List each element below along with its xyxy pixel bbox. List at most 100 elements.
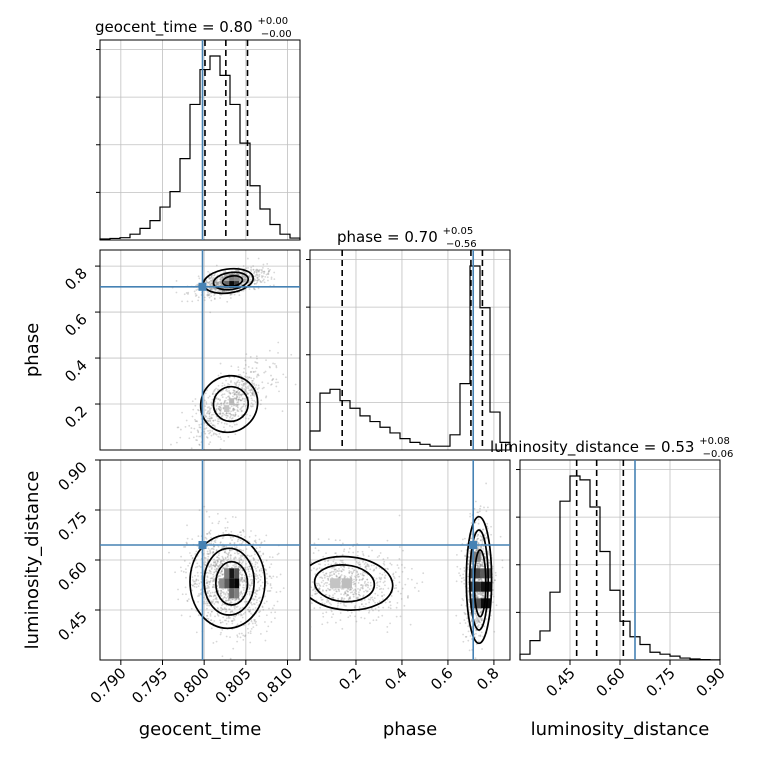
- scatter-point: [192, 579, 194, 581]
- scatter-point: [177, 598, 180, 601]
- scatter-point: [189, 552, 191, 554]
- scatter-point: [357, 576, 360, 578]
- scatter-point: [227, 589, 230, 592]
- scatter-point: [198, 435, 201, 438]
- scatter-point: [207, 553, 210, 555]
- scatter-point: [221, 629, 224, 631]
- scatter-point: [215, 563, 218, 566]
- scatter-point: [322, 612, 324, 615]
- scatter-point: [231, 598, 234, 601]
- histogram-luminosity_distance: [519, 475, 721, 661]
- scatter-point: [219, 412, 222, 415]
- scatter-point: [367, 586, 369, 589]
- scatter-point: [352, 593, 355, 596]
- scatter-point: [479, 505, 482, 508]
- scatter-point: [460, 604, 463, 607]
- scatter-point: [480, 591, 482, 594]
- scatter-point: [467, 575, 470, 578]
- scatter-point: [222, 406, 225, 409]
- scatter-point: [208, 590, 211, 592]
- scatter-point: [239, 278, 241, 281]
- scatter-point: [476, 596, 478, 599]
- scatter-point: [213, 578, 216, 580]
- scatter-point: [262, 608, 265, 611]
- scatter-point: [236, 391, 238, 393]
- scatter-point: [212, 585, 215, 588]
- scatter-point: [212, 424, 215, 427]
- scatter-point: [212, 598, 215, 601]
- scatter-point: [259, 610, 262, 613]
- scatter-point: [296, 578, 298, 580]
- scatter-point: [234, 557, 237, 559]
- x-tick-label-luminosity_distance: 0.90: [692, 664, 728, 700]
- scatter-point: [243, 278, 246, 280]
- scatter-point: [376, 601, 379, 604]
- density-pixel: [229, 398, 235, 406]
- scatter-point: [477, 562, 480, 565]
- scatter-point: [327, 563, 330, 566]
- scatter-point: [340, 565, 343, 568]
- scatter-point: [208, 287, 211, 290]
- scatter-point: [213, 287, 216, 290]
- scatter-point: [263, 540, 266, 542]
- scatter-point: [199, 566, 202, 568]
- scatter-point: [222, 557, 224, 559]
- scatter-point: [239, 584, 241, 587]
- density-pixel: [480, 598, 492, 609]
- scatter-point: [233, 408, 236, 411]
- scatter-point: [230, 380, 232, 382]
- scatter-point: [248, 555, 251, 558]
- scatter-point: [235, 399, 238, 401]
- scatter-point: [241, 397, 244, 400]
- scatter-point: [332, 594, 334, 597]
- scatter-point: [222, 616, 225, 619]
- scatter-point: [332, 613, 335, 616]
- scatter-point: [256, 274, 259, 277]
- scatter-point: [386, 557, 389, 559]
- scatter-point: [248, 573, 251, 576]
- scatter-point: [323, 576, 326, 579]
- scatter-point: [327, 579, 330, 582]
- scatter-point: [277, 351, 279, 354]
- scatter-point: [463, 537, 466, 540]
- scatter-point: [261, 571, 264, 574]
- scatter-point: [477, 566, 480, 569]
- scatter-point: [244, 278, 247, 281]
- scatter-point: [233, 564, 236, 566]
- scatter-point: [334, 568, 336, 571]
- scatter-point: [307, 567, 309, 569]
- scatter-point: [332, 596, 334, 599]
- scatter-point: [219, 595, 222, 597]
- scatter-point: [347, 567, 350, 570]
- scatter-point: [224, 600, 227, 603]
- scatter-point: [488, 561, 490, 564]
- scatter-point: [407, 578, 409, 580]
- scatter-point: [459, 574, 462, 577]
- scatter-point: [240, 578, 243, 581]
- scatter-point: [253, 558, 256, 561]
- scatter-point: [488, 561, 491, 564]
- scatter-point: [327, 560, 329, 563]
- scatter-point: [236, 635, 239, 638]
- scatter-point: [236, 393, 239, 396]
- scatter-point: [257, 559, 260, 562]
- scatter-point: [255, 601, 258, 604]
- scatter-point: [241, 595, 244, 598]
- scatter-point: [262, 386, 265, 389]
- scatter-point: [206, 614, 208, 617]
- scatter-point: [379, 572, 381, 575]
- scatter-point: [195, 609, 198, 612]
- scatter-point: [260, 569, 263, 572]
- scatter-point: [275, 576, 278, 578]
- scatter-point: [239, 279, 242, 282]
- scatter-point: [210, 403, 213, 406]
- scatter-point: [198, 423, 201, 426]
- scatter-point: [302, 582, 304, 584]
- scatter-point: [237, 552, 240, 555]
- scatter-point: [243, 579, 245, 582]
- density-pixel: [219, 578, 225, 589]
- scatter-point: [382, 581, 385, 584]
- scatter-point: [209, 570, 211, 572]
- scatter-point: [337, 598, 339, 601]
- scatter-point: [354, 615, 357, 618]
